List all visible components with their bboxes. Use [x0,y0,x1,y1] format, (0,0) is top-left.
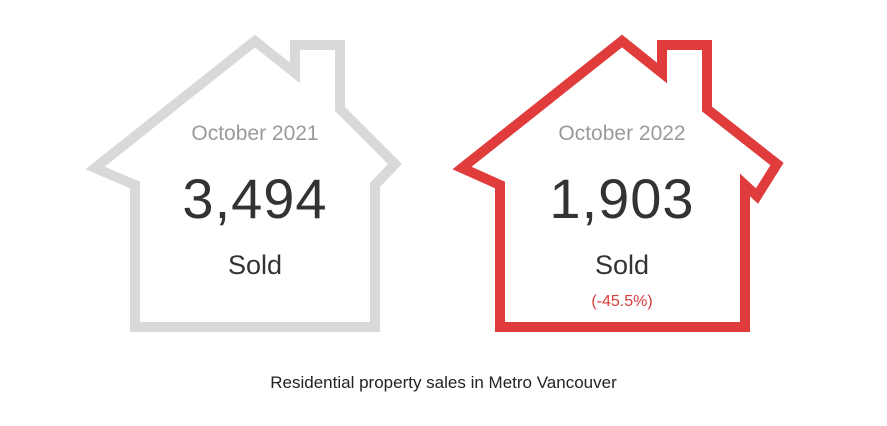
house-outline-icon [452,34,784,332]
period-label: October 2021 [191,122,319,145]
unit-label: Sold [594,250,650,280]
house-card-2022: October 2022 1,903 Sold (-45.5%) [422,0,822,340]
chart-caption: Residential property sales in Metro Vanc… [270,373,617,392]
unit-label: Sold [227,250,283,280]
house-outline-2021 [85,34,402,332]
period-label: October 2022 [558,122,686,145]
house-card-2021: October 2021 3,494 Sold [55,0,455,340]
house-outline-icon [85,34,402,332]
sales-value: 3,494 [182,167,328,230]
change-label: (-45.5%) [591,293,653,310]
sales-value: 1,903 [549,167,695,230]
house-outline-2022 [452,34,784,332]
